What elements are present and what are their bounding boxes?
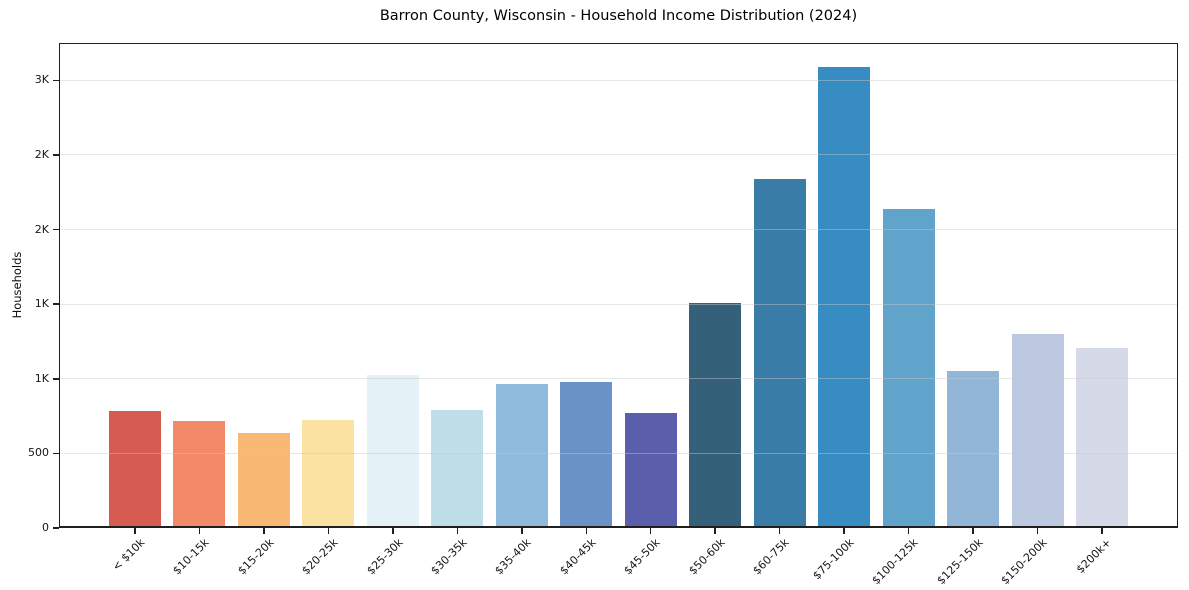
- bar: [560, 381, 613, 528]
- x-tick-mark: [585, 528, 588, 534]
- bar: [431, 410, 484, 528]
- x-tick-mark: [327, 528, 330, 534]
- x-tick-label: $45-50k: [621, 536, 663, 578]
- bar: [818, 66, 871, 528]
- x-tick-mark: [1101, 528, 1103, 534]
- x-tick-mark: [198, 528, 201, 534]
- x-tick-label: $50-60k: [686, 536, 728, 578]
- plot-area: [59, 43, 1178, 528]
- x-tick-label: $35-40k: [492, 536, 534, 578]
- x-tick-mark: [843, 528, 845, 534]
- x-tick-label: $40-45k: [557, 536, 599, 578]
- bar: [109, 410, 161, 528]
- bar: [302, 419, 355, 528]
- y-tick-label: 3K: [34, 73, 49, 87]
- x-tick-mark: [778, 528, 781, 534]
- grid-line: [60, 378, 1177, 380]
- x-tick-label: $30-35k: [428, 536, 470, 578]
- bar: [173, 421, 226, 528]
- x-tick-label: $15-20k: [234, 536, 277, 578]
- y-tick-label: 0: [42, 521, 49, 534]
- y-tick-mark: [53, 527, 59, 529]
- y-tick-label: 2K: [34, 147, 49, 161]
- x-tick-mark: [649, 528, 652, 534]
- bar: [882, 208, 935, 528]
- x-tick-mark: [263, 528, 265, 534]
- y-tick-label: 1K: [34, 297, 49, 311]
- grid-line: [60, 154, 1177, 156]
- grid-line: [60, 229, 1177, 231]
- x-tick-mark: [521, 528, 523, 534]
- y-tick-label: 2K: [34, 222, 49, 236]
- y-tick-label: 1K: [34, 371, 49, 385]
- x-tick-label: $125-150k: [934, 536, 986, 588]
- x-tick-label: $10-15k: [170, 536, 212, 578]
- x-tick-label: $20-25k: [299, 536, 341, 578]
- axes-frame: [59, 43, 1178, 528]
- bar: [237, 432, 290, 528]
- grid-line: [60, 303, 1177, 305]
- y-tick-mark: [53, 378, 59, 380]
- y-tick-mark: [53, 228, 59, 231]
- bar: [689, 302, 742, 528]
- x-tick-label: $25-30k: [363, 536, 406, 578]
- x-tick-label: $100-125k: [869, 536, 921, 588]
- x-tick-mark: [392, 528, 394, 534]
- bar: [1076, 348, 1128, 528]
- bar: [366, 375, 419, 528]
- x-tick-label: $75-100k: [810, 536, 857, 583]
- x-tick-mark: [1036, 528, 1039, 534]
- y-tick-mark: [53, 452, 59, 455]
- bar: [495, 384, 548, 528]
- chart-title: Barron County, Wisconsin - Household Inc…: [379, 8, 858, 24]
- x-tick-label: < $10k: [109, 536, 148, 574]
- bar: [1011, 334, 1064, 528]
- x-tick-mark: [714, 528, 716, 534]
- x-tick-mark: [134, 528, 136, 534]
- bar: [947, 370, 1000, 528]
- x-tick-mark: [456, 528, 459, 534]
- grid-line: [60, 79, 1177, 81]
- x-tick-label: $150-200k: [998, 536, 1050, 588]
- grid-line: [60, 452, 1177, 454]
- y-tick-label: 500: [28, 446, 49, 460]
- bar: [624, 413, 677, 528]
- x-tick-mark: [907, 528, 910, 534]
- y-tick-mark: [53, 154, 59, 156]
- y-tick-mark: [53, 303, 59, 305]
- x-tick-label: $60-75k: [750, 536, 792, 578]
- x-tick-mark: [972, 528, 974, 534]
- y-tick-mark: [53, 79, 59, 82]
- x-tick-label: $200k+: [1074, 536, 1115, 577]
- bar: [753, 178, 806, 528]
